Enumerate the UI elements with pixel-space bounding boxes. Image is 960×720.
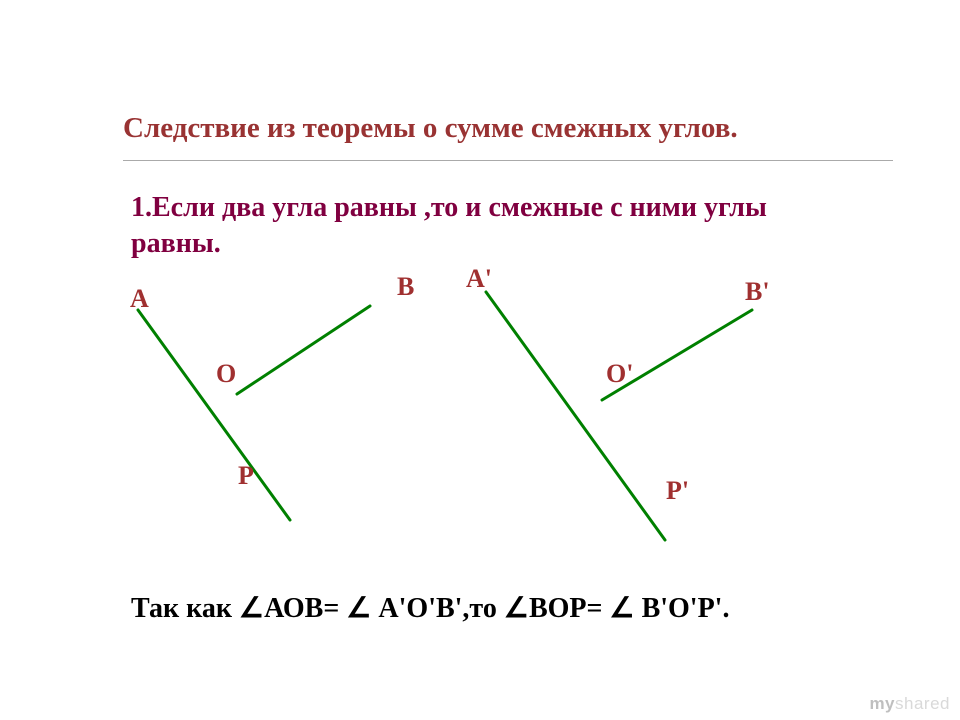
- angle-symbol-3: ∠: [504, 593, 529, 624]
- label-P-right: Р': [666, 476, 689, 506]
- watermark-shared: shared: [895, 694, 950, 713]
- angle-symbol-1: ∠: [239, 593, 264, 624]
- conclusion-part-1: Так как: [131, 593, 239, 624]
- page-title: Следствие из теоремы о сумме смежных угл…: [123, 112, 738, 145]
- conclusion-part-2: АОВ=: [264, 593, 346, 624]
- watermark-my: my: [869, 694, 895, 713]
- conclusion-part-5: В'О'Р'.: [635, 593, 730, 624]
- label-P-left: Р: [238, 461, 254, 491]
- watermark: myshared: [869, 694, 950, 714]
- diagram-left: [120, 270, 380, 530]
- line-AP-left: [138, 310, 290, 520]
- label-B-left: В: [397, 272, 414, 302]
- label-B-right: В': [745, 277, 770, 307]
- line-AP-right: [486, 292, 665, 540]
- label-O-left: О: [216, 359, 236, 389]
- conclusion-part-3: А'О'В',то: [371, 593, 503, 624]
- label-O-right: О': [606, 359, 633, 389]
- angle-symbol-4: ∠: [609, 593, 634, 624]
- line-OB-left: [237, 306, 370, 394]
- diagram-right: [440, 270, 760, 550]
- corollary-text: 1.Если два угла равны ,то и смежные с ни…: [131, 190, 851, 262]
- conclusion-part-4: ВОР=: [529, 593, 610, 624]
- title-underline: [123, 160, 893, 161]
- conclusion-text: Так как ∠АОВ= ∠ А'О'В',то ∠ВОР= ∠ В'О'Р'…: [131, 591, 729, 625]
- label-A-right: А': [466, 264, 492, 294]
- label-A-left: А: [130, 284, 149, 314]
- angle-symbol-2: ∠: [346, 593, 371, 624]
